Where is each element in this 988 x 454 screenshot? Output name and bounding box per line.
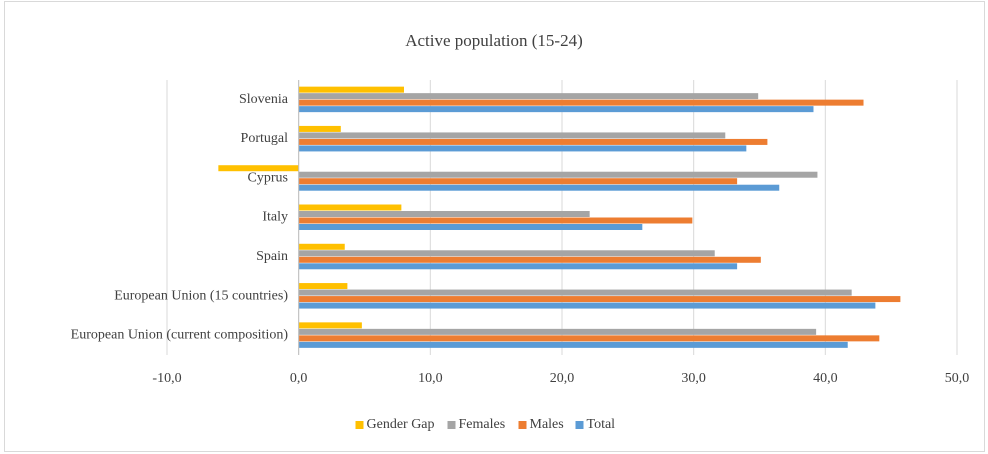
bar [298, 250, 715, 257]
legend-swatch [355, 421, 364, 429]
bar [298, 145, 747, 152]
bar [298, 243, 345, 250]
bar [298, 335, 880, 342]
chart-title: Active population (15-24) [405, 31, 583, 50]
y-tick-label: Slovenia [239, 92, 289, 107]
bar [298, 263, 738, 270]
bar [298, 99, 864, 106]
y-tick-label: Cyprus [248, 170, 288, 185]
legend-swatch [518, 421, 527, 429]
bar [298, 86, 404, 93]
bar [298, 184, 780, 191]
bar [298, 256, 761, 263]
bar [298, 217, 693, 224]
legend-label: Total [587, 417, 616, 432]
bar [298, 283, 348, 290]
bar [298, 296, 901, 303]
bar [298, 289, 852, 296]
bar [298, 93, 759, 100]
bar [298, 171, 818, 178]
bar [298, 328, 817, 335]
y-tick-label: Italy [262, 210, 288, 225]
x-tick-label: 20,0 [550, 371, 575, 386]
bar [298, 211, 590, 217]
legend-label: Females [459, 417, 506, 432]
legend-label: Males [530, 417, 564, 432]
bar [298, 138, 768, 145]
legend-swatch [447, 421, 456, 429]
bar [298, 125, 341, 132]
y-tick-label: Spain [256, 249, 288, 264]
y-tick-label: Portugal [241, 131, 289, 146]
x-tick-label: 40,0 [813, 371, 838, 386]
y-tick-label: European Union (current composition) [71, 328, 289, 343]
bar [298, 224, 643, 230]
bar [298, 204, 402, 211]
x-tick-label: -10,0 [152, 371, 181, 386]
x-tick-label: 30,0 [681, 371, 706, 386]
y-tick-label: European Union (15 countries) [114, 288, 288, 303]
x-tick-label: 0,0 [290, 371, 308, 386]
bar [298, 178, 738, 185]
bar [298, 302, 876, 309]
bar [298, 322, 362, 329]
bar [298, 132, 726, 139]
legend-swatch [575, 421, 584, 429]
x-tick-label: 10,0 [418, 371, 443, 386]
x-tick-label: 50,0 [945, 371, 970, 386]
bar [298, 106, 814, 113]
bar [218, 165, 299, 172]
legend-label: Gender Gap [367, 417, 435, 432]
bar [298, 341, 848, 348]
